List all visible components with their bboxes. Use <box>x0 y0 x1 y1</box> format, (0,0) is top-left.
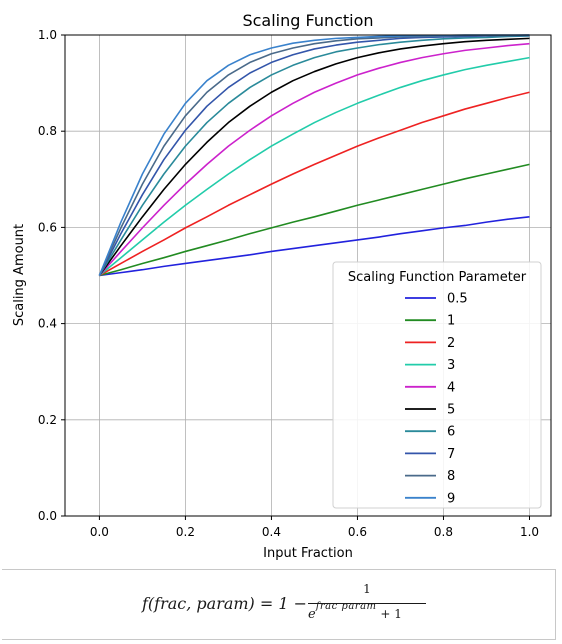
x-tick-label: 0.6 <box>348 525 367 539</box>
series-line-7 <box>98 34 530 276</box>
legend-label-6: 6 <box>447 425 455 440</box>
plot-frame <box>64 34 552 517</box>
legend-label-3: 3 <box>447 358 455 373</box>
legend-box <box>332 261 542 509</box>
series-line-3 <box>98 56 530 277</box>
y-tick-label: 0.8 <box>38 124 57 138</box>
y-tick-label: 1.0 <box>38 28 57 42</box>
legend-title: Scaling Function Parameter <box>348 270 527 285</box>
formula: f(frac, param) = 1 − 1 efrac param + 1 <box>142 582 472 632</box>
x-tick-label: 0.2 <box>176 525 195 539</box>
legend-label-5: 5 <box>447 403 455 418</box>
formula-numerator: 1 <box>363 582 371 596</box>
formula-box: f(frac, param) = 1 − 1 efrac param + 1 <box>2 569 556 640</box>
legend-label-7: 7 <box>447 447 455 462</box>
y-tick-label: 0.2 <box>38 413 57 427</box>
legend-label-1: 1 <box>447 314 455 329</box>
formula-exponent: frac param <box>315 601 377 612</box>
series-line-0.5 <box>99 216 530 277</box>
legend-items: 0.5 1 2 3 4 5 6 7 8 9 <box>405 292 468 506</box>
legend-label-4: 4 <box>447 380 455 395</box>
series-line-4 <box>98 42 530 277</box>
series-line-5 <box>98 37 530 276</box>
formula-base: e <box>308 607 316 622</box>
chart: Scaling Function 0.0 0.2 0.4 0.6 0.8 1.00.00.… <box>12 11 552 561</box>
ticks: 0.0 0.2 0.4 0.6 0.8 1.0 0.0 0.2 0.4 0.6 0.8 1.0 <box>38 28 539 539</box>
series-layer <box>98 34 530 277</box>
x-tick-label: 0.4 <box>262 525 281 539</box>
y-tick-label: 0.4 <box>38 317 57 331</box>
x-tick-label: 1.0 <box>520 525 539 539</box>
legend-label-9: 9 <box>447 491 455 506</box>
formula-lhs: f(frac, param) = 1 − <box>142 594 308 613</box>
formula-fraction-bar <box>308 603 426 604</box>
y-axis-label: Scaling Amount <box>12 224 27 326</box>
formula-denominator: efrac param + 1 <box>308 601 402 622</box>
series-line-1 <box>99 163 530 277</box>
legend-label-8: 8 <box>447 469 455 484</box>
legend: Scaling Function Parameter 0.5 1 2 3 4 5 6 7 8 9 <box>332 261 542 509</box>
legend-label-2: 2 <box>447 336 455 351</box>
formula-fraction: 1 efrac param + 1 <box>308 582 426 632</box>
formula-plus-one: + 1 <box>380 607 402 621</box>
series-line-6 <box>98 35 530 276</box>
y-tick-label: 0.6 <box>38 220 57 234</box>
x-axis-label: Input Fraction <box>263 546 353 561</box>
x-tick-label: 0.8 <box>434 525 453 539</box>
x-tick-label: 0.0 <box>90 525 109 539</box>
chart-title: Scaling Function <box>242 11 373 30</box>
y-tick-label: 0.0 <box>38 509 57 523</box>
legend-label-0.5: 0.5 <box>447 292 468 307</box>
series-line-2 <box>99 91 530 277</box>
